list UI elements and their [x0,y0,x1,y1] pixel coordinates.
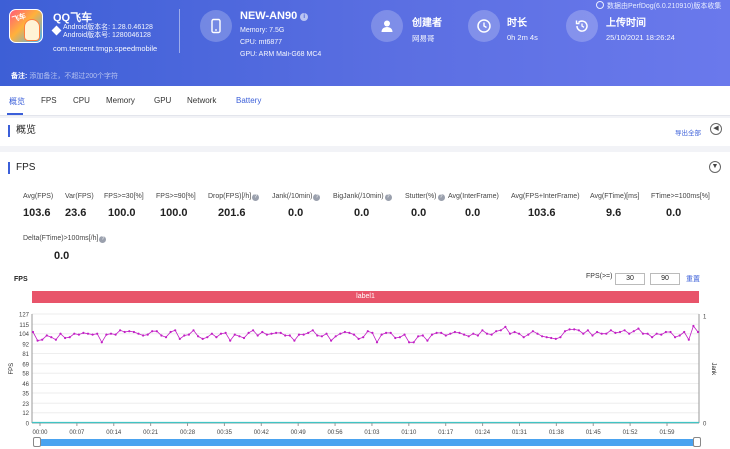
export-all-link[interactable]: 导出全部 [675,130,701,137]
user-icon [371,10,403,42]
metric-value: 103.6 [23,207,51,219]
help-icon[interactable]: ? [313,194,321,201]
help-icon[interactable]: ? [384,194,392,201]
metric-value: 0.0 [354,207,370,219]
duration-value: 0h 2m 4s [507,33,538,42]
clock-icon [468,10,500,42]
metric-value: 0.0 [54,250,70,262]
metric-label: FPS>=90[%] [156,193,196,200]
tab-bar: 概览 FPS CPU Memory GPU Network Battery [0,86,730,116]
metric-value: 0.0 [465,207,481,219]
device-cpu: CPU: mt6877 [240,39,283,46]
fps-max-input[interactable]: 90 [650,273,680,285]
upload-value: 25/10/2021 18:26:24 [606,33,675,42]
tab-battery[interactable]: Battery [236,96,262,105]
fps-min-input[interactable]: 30 [615,273,645,285]
metric-label: Delta(FTime)>100ms[/h]? [23,235,107,243]
fps-filter-label: FPS(>=) [586,273,613,280]
help-icon[interactable]: ? [99,236,107,243]
metric-label: Jank(/10min)? [272,193,321,201]
android-version-name: Android版本名: 1.28.0.46128 [63,24,153,31]
info-icon[interactable]: i [300,13,309,21]
metric-value: 100.0 [108,207,136,219]
download-icon [596,1,604,9]
session-header: 飞车 QQ飞车 Android版本名: 1.28.0.46128 Android… [0,0,730,86]
tab-network[interactable]: Network [187,96,217,105]
help-icon[interactable]: ? [437,194,445,201]
time-range-slider[interactable] [36,439,698,446]
collapse-left-icon[interactable]: ◀ [710,123,722,135]
slider-handle-right[interactable] [693,437,701,447]
metric-label: FPS>=30[%] [104,193,144,200]
metric-label: Avg(FTime)[ms] [590,193,640,200]
metric-value: 0.0 [666,207,682,219]
metric-value: 9.6 [606,207,622,219]
note-label: 备注: [11,73,28,80]
chart-label: FPS [14,276,28,283]
tab-gpu[interactable]: GPU [154,96,172,105]
creator-value: 网易哥 [412,34,435,43]
metric-value: 0.0 [411,207,427,219]
reset-button[interactable]: 重置 [686,276,700,283]
metric-label: Var(FPS) [65,193,94,200]
phone-icon [200,10,232,42]
tab-overview[interactable]: 概览 [9,97,25,106]
tab-memory[interactable]: Memory [106,96,135,105]
tab-fps[interactable]: FPS [41,96,57,105]
note-row[interactable]: 备注: 添加备注，不超过200个字符 [11,71,118,81]
metric-label: BigJank(/10min)? [333,193,392,201]
android-icon [51,25,62,36]
metric-label: Avg(InterFrame) [448,193,499,200]
duration-label: 时长 [507,18,527,29]
note-input[interactable]: 添加备注，不超过200个字符 [29,73,119,80]
overview-panel: 概览 导出全部 ◀ [0,118,730,146]
metric-value: 201.6 [218,207,246,219]
version-link[interactable]: 数据由PerfDog(6.0.210910)版本收集 [596,1,721,11]
device-gpu: GPU: ARM Mali-G68 MC4 [240,51,322,58]
metric-value: 100.0 [160,207,188,219]
upload-label: 上传时间 [606,18,646,29]
chevron-down-icon[interactable]: ▼ [709,161,721,173]
metric-label: Avg(FPS) [23,193,54,200]
device-memory: Memory: 7.5G [240,27,285,34]
slider-handle-left[interactable] [33,437,41,447]
metric-label: Stutter(%)? [405,193,445,201]
fps-title: FPS [8,162,35,174]
app-icon: 飞车 [9,9,43,43]
package-name: com.tencent.tmgp.speedmobile [53,44,158,53]
history-icon [566,10,598,42]
android-version-code: Android版本号: 1280046128 [63,32,151,39]
tab-cpu[interactable]: CPU [73,96,90,105]
metric-label: Avg(FPS+InterFrame) [511,193,580,200]
overview-title: 概览 [8,125,36,137]
device-name: NEW-AN90 i [240,10,309,22]
label-bar[interactable]: label1 [32,291,699,303]
creator-label: 创建者 [412,18,442,29]
metric-value: 0.0 [288,207,304,219]
header-divider [179,9,180,53]
metric-value: 103.6 [528,207,556,219]
help-icon[interactable]: ? [252,194,260,201]
metric-label: Drop(FPS)[/h]? [208,193,260,201]
active-tab-indicator [7,113,23,115]
app-name: QQ飞车 [53,12,93,24]
metric-label: FTime>=100ms[%] [651,193,710,200]
metric-value: 23.6 [65,207,87,219]
